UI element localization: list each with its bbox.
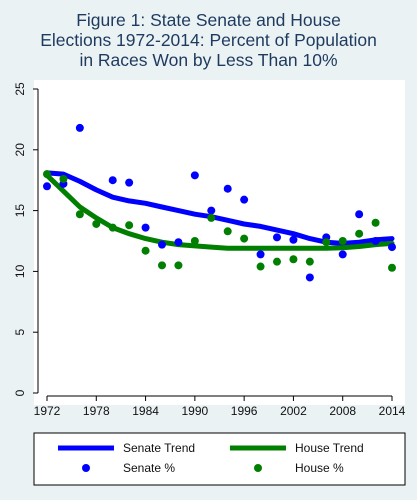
house-point [158,261,166,270]
legend-swatch-house [254,464,262,472]
house-point [108,223,117,232]
points-group [43,123,396,282]
senate-point [338,250,347,259]
house-point [43,170,51,179]
senate-point [190,171,199,180]
house-point [223,227,232,236]
house-point [92,219,101,228]
senate-point [305,273,314,282]
y-tick-label: 0 [13,389,27,396]
legend-label-senate-trend: Senate Trend [123,441,195,455]
senate-point [75,123,84,132]
chart-title-line-1: Figure 1: State Senate and House [76,10,341,30]
x-tick-label: 1978 [83,404,110,418]
house-point [174,261,183,270]
senate-point [158,240,166,249]
house-point [371,218,380,227]
chart-title-line-2: Elections 1972-2014: Percent of Populati… [40,30,377,50]
legend-swatch-senate [82,464,90,472]
house-trendline [44,172,395,251]
house-point [190,237,199,245]
axes-group: 0 5 10 15 20 25 1972 1978 1984 1990 1996 2002 2008 20… [13,82,405,418]
house-point [125,221,134,230]
senate-point [240,195,249,204]
senate-point [256,250,265,259]
y-tick-label: 25 [13,82,27,96]
x-tick-label: 1990 [182,404,209,418]
house-point [355,229,364,238]
legend-label-house: House % [295,461,344,475]
house-point [75,210,84,219]
trend-lines-group [44,170,395,251]
house-point [207,213,216,222]
x-tick-label: 2008 [329,404,356,418]
y-tick-label: 5 [13,329,27,336]
senate-point [207,206,216,215]
senate-point [289,235,298,244]
legend-label-senate: Senate % [123,461,175,475]
senate-trendline [44,170,395,246]
senate-point [43,182,51,191]
house-point [338,237,347,245]
x-tick-label: 2002 [280,404,307,418]
house-point [289,255,298,264]
senate-point [388,243,396,252]
house-point [59,174,68,183]
house-point [305,257,314,266]
x-tick-label: 1972 [34,404,61,418]
house-point [240,234,249,243]
x-tick-label: 1984 [132,404,159,418]
senate-point [371,237,380,245]
senate-point [125,178,134,187]
chart-title-line-3: in Races Won by Less Than 10% [79,50,338,70]
y-tick-label: 10 [13,264,27,278]
legend-box [33,432,406,486]
house-point [273,257,281,266]
house-point [388,263,396,272]
x-tick-label: 1996 [231,404,258,418]
senate-point [174,238,183,247]
y-tick-label: 20 [13,143,27,157]
x-tick-label: 2014 [379,404,406,418]
senate-point [223,184,232,193]
y-tick-label: 15 [13,204,27,218]
senate-point [108,176,117,185]
legend: Senate Trend House Trend Senate % House % [33,432,406,486]
senate-point [273,233,281,242]
house-point [322,238,331,247]
house-point [256,262,265,271]
senate-point [141,223,150,232]
senate-point [355,210,364,219]
legend-label-house-trend: House Trend [295,441,364,455]
house-point [141,246,150,255]
